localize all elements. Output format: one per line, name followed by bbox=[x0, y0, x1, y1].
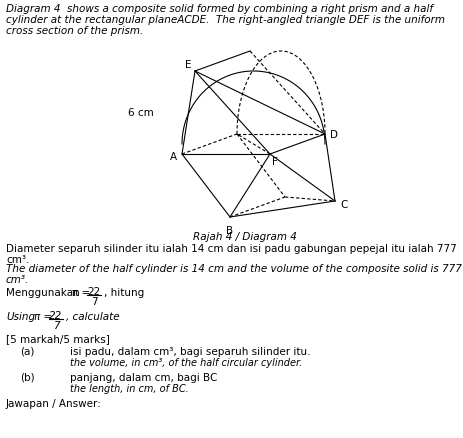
Text: Jawapan / Answer:: Jawapan / Answer: bbox=[6, 398, 102, 408]
Text: Diameter separuh silinder itu ialah 14 cm dan isi padu gabungan pepejal itu iala: Diameter separuh silinder itu ialah 14 c… bbox=[6, 244, 456, 254]
Text: B: B bbox=[226, 226, 233, 236]
Text: cross section of the prism.: cross section of the prism. bbox=[6, 26, 143, 36]
Text: A: A bbox=[169, 152, 176, 162]
Text: [5 markah/5 marks]: [5 markah/5 marks] bbox=[6, 333, 110, 343]
Text: cm³.: cm³. bbox=[6, 254, 29, 265]
Text: (a): (a) bbox=[20, 346, 34, 356]
Text: , calculate: , calculate bbox=[66, 311, 119, 321]
Text: the volume, in cm³, of the half circular cylinder.: the volume, in cm³, of the half circular… bbox=[70, 357, 301, 367]
Text: Diagram 4  shows a composite solid formed by combining a right prism and a half: Diagram 4 shows a composite solid formed… bbox=[6, 4, 432, 14]
Text: Using: Using bbox=[6, 311, 35, 321]
Text: F: F bbox=[271, 157, 277, 166]
Text: 7: 7 bbox=[53, 320, 59, 330]
Text: Rajah 4 / Diagram 4: Rajah 4 / Diagram 4 bbox=[193, 231, 296, 241]
Text: cylinder at the rectangular planeACDE.  The right-angled triangle DEF is the uni: cylinder at the rectangular planeACDE. T… bbox=[6, 15, 444, 25]
Text: (b): (b) bbox=[20, 372, 35, 382]
Text: Menggunakan: Menggunakan bbox=[6, 287, 80, 297]
Text: C: C bbox=[339, 200, 347, 209]
Text: 22: 22 bbox=[87, 286, 100, 297]
Text: 6 cm: 6 cm bbox=[128, 108, 154, 118]
Text: D: D bbox=[329, 130, 337, 140]
Text: panjang, dalam cm, bagi BC: panjang, dalam cm, bagi BC bbox=[70, 372, 217, 382]
Text: 7: 7 bbox=[90, 297, 97, 306]
Text: The diameter of the half cylinder is 14 cm and the volume of the composite solid: The diameter of the half cylinder is 14 … bbox=[6, 263, 461, 273]
Text: E: E bbox=[185, 60, 192, 70]
Text: π =: π = bbox=[72, 287, 90, 297]
Text: cm³.: cm³. bbox=[6, 274, 29, 284]
Text: isi padu, dalam cm³, bagi separuh silinder itu.: isi padu, dalam cm³, bagi separuh silind… bbox=[70, 346, 310, 356]
Text: the length, in cm, of BC.: the length, in cm, of BC. bbox=[70, 383, 188, 393]
Text: π =: π = bbox=[34, 311, 52, 321]
Text: , hitung: , hitung bbox=[104, 287, 144, 297]
Text: 22: 22 bbox=[49, 310, 63, 320]
